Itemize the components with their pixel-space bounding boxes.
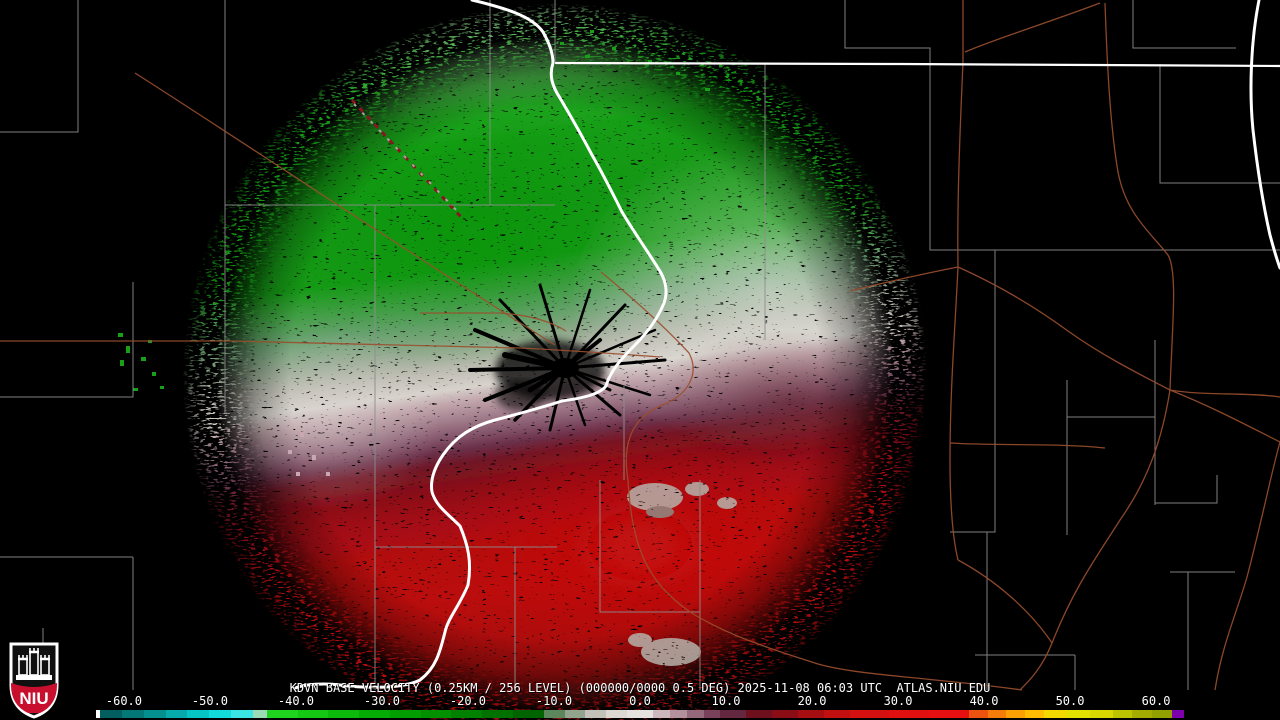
colorbar-segment (1006, 710, 1026, 718)
radar-site-starburst (468, 283, 667, 432)
colorbar-segment (513, 710, 544, 718)
colorbar-segment (121, 710, 144, 718)
colorbar-segment (686, 710, 704, 718)
colorbar-tick-label: 50.0 (1055, 694, 1085, 708)
colorbar-segment (543, 710, 565, 718)
colorbar-segment (669, 710, 687, 718)
lake-michigan-shore (1249, 0, 1280, 270)
colorbar-segment (720, 710, 747, 718)
colorbar-segment (987, 710, 1007, 718)
colorbar-tick-label: -10.0 (535, 694, 573, 708)
colorbar-segment (928, 710, 969, 718)
colorbar-segment (231, 710, 253, 718)
isolated-echoes (118, 30, 710, 476)
colorbar-tick-label: 10.0 (711, 694, 741, 708)
colorbar-segment (1066, 710, 1090, 718)
colorbar-segment (772, 710, 798, 718)
colorbar-segment (968, 710, 988, 718)
velocity-field (118, 3, 970, 720)
colorbar-segment (1132, 710, 1153, 718)
colorbar-segment (96, 710, 100, 718)
colorbar-segment (187, 710, 210, 718)
velocity-streak (350, 98, 464, 220)
colorbar-segment (1112, 710, 1133, 718)
colorbar-segment (328, 710, 360, 718)
colorbar-segment (165, 710, 188, 718)
colorbar-segment (1152, 710, 1173, 718)
colorbar-tick-label: -20.0 (449, 694, 487, 708)
colorbar-segment (99, 710, 122, 718)
colorbar-segment (889, 710, 929, 718)
logo-red-band (11, 683, 57, 713)
colorbar-segment (420, 710, 452, 718)
colorbar-segment (703, 710, 721, 718)
colorbar-tick-label: -50.0 (191, 694, 229, 708)
colorbar-segment (389, 710, 421, 718)
colorbar-tick-label: 30.0 (883, 694, 913, 708)
colorbar-tick-label: 20.0 (797, 694, 827, 708)
colorbar-tick-label: -40.0 (277, 694, 315, 708)
colorbar-segment (627, 710, 653, 718)
water-borders (293, 0, 1280, 690)
colorbar-segment (451, 710, 483, 718)
colorbar-segment (849, 710, 890, 718)
clutter-patches (627, 482, 737, 666)
logo-castle (16, 648, 52, 680)
legend-title: KDVN BASE VELOCITY (0.25KM / 256 LEVEL) … (289, 681, 991, 695)
colorbar-segment (797, 710, 824, 718)
colorbar-tick-label: -30.0 (363, 694, 401, 708)
colorbar-segment (297, 710, 329, 718)
roads (0, 0, 1280, 691)
colorbar-tick-label: 0.0 (629, 694, 651, 708)
colorbar-segment (823, 710, 850, 718)
colorbar-segment (482, 710, 514, 718)
colorbar-segment (1172, 710, 1185, 718)
colorbar-segment (746, 710, 773, 718)
county-lines (0, 0, 1280, 690)
colorbar-segment (652, 710, 670, 718)
colorbar-ticks: -60.0 -50.0 -40.0 -30.0 -20.0 -10.0 0.0 10.0 20.… (0, 695, 1280, 708)
colorbar-segment (143, 710, 166, 718)
logo-text: NIU (19, 689, 48, 708)
colorbar-tick-label: -60.0 (105, 694, 142, 708)
colorbar-segment (606, 710, 628, 718)
colorbar-segment (266, 710, 298, 718)
colorbar-tick-label: 60.0 (1141, 694, 1171, 708)
state-border (554, 61, 1280, 68)
colorbar-segment (1025, 710, 1045, 718)
colorbar-segment (359, 710, 390, 718)
colorbar-segment (1089, 710, 1113, 718)
niu-logo: NIU (9, 642, 59, 719)
colorbar (96, 710, 1185, 718)
colorbar-segment (564, 710, 586, 718)
colorbar-segment (252, 710, 267, 718)
colorbar-segment (585, 710, 607, 718)
colorbar-tick-label: 40.0 (969, 694, 999, 708)
colorbar-segment (209, 710, 232, 718)
mississippi-river (293, 0, 668, 690)
colorbar-segment (1044, 710, 1067, 718)
